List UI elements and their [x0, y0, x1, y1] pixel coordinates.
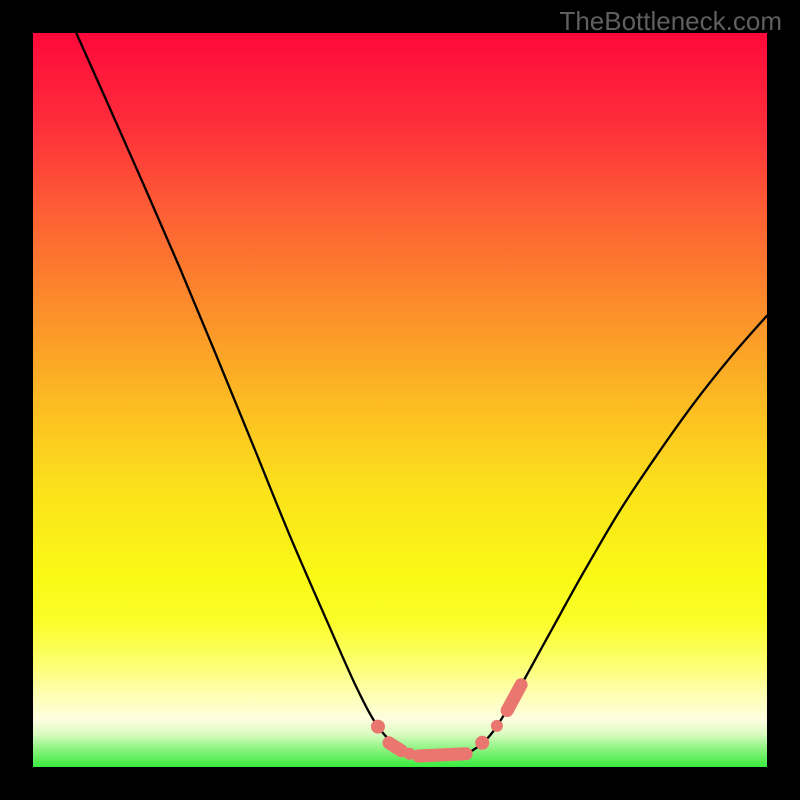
canvas-root: TheBottleneck.com — [0, 0, 800, 800]
watermark-text: TheBottleneck.com — [559, 6, 782, 37]
plot-area — [33, 33, 767, 767]
